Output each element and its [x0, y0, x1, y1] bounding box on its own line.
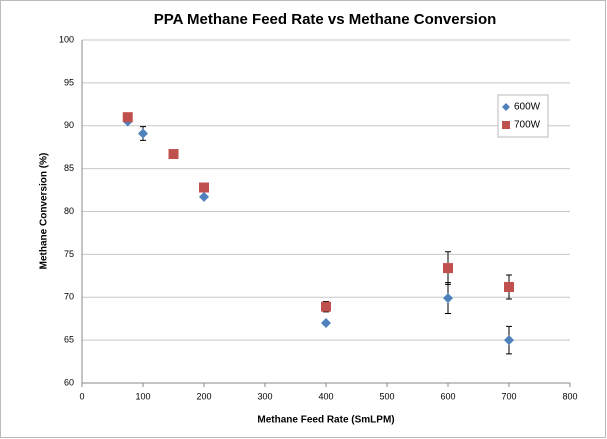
point	[504, 335, 514, 346]
point	[168, 149, 179, 160]
legend-box	[497, 94, 549, 138]
point	[321, 317, 331, 328]
x-tick-label: 600	[440, 391, 455, 401]
point	[199, 191, 209, 202]
point	[321, 301, 331, 312]
legend-marker	[502, 121, 510, 129]
y-tick-label: 85	[64, 163, 74, 173]
y-tick-label: 70	[64, 292, 74, 302]
point	[122, 112, 133, 123]
chart-title: PPA Methane Feed Rate vs Methane Convers…	[154, 11, 497, 28]
legend-label: 700W	[514, 120, 541, 131]
y-tick-label: 100	[59, 34, 74, 44]
x-tick-label: 200	[196, 391, 211, 401]
point	[138, 128, 148, 139]
y-tick-label: 75	[64, 249, 74, 259]
point	[443, 263, 453, 274]
x-tick-label: 500	[379, 391, 394, 401]
point	[199, 182, 209, 193]
y-tick-label: 60	[64, 377, 74, 387]
x-tick-label: 300	[257, 391, 272, 401]
point	[443, 293, 453, 304]
x-tick-label: 0	[79, 391, 84, 401]
legend-label: 600W	[514, 102, 541, 113]
y-tick-label: 65	[64, 335, 74, 345]
y-tick-label: 95	[64, 77, 74, 87]
legend-marker	[502, 103, 510, 111]
y-tick-label: 90	[64, 120, 74, 130]
x-tick-label: 800	[562, 391, 577, 401]
x-tick-label: 400	[318, 391, 333, 401]
x-tick-label: 100	[135, 391, 150, 401]
point	[504, 281, 514, 292]
y-axis-title: Methane Conversion (%)	[39, 153, 50, 270]
x-axis-title: Methane Feed Rate (SmLPM)	[257, 415, 394, 426]
x-tick-label: 700	[501, 391, 516, 401]
y-tick-label: 80	[64, 206, 74, 216]
